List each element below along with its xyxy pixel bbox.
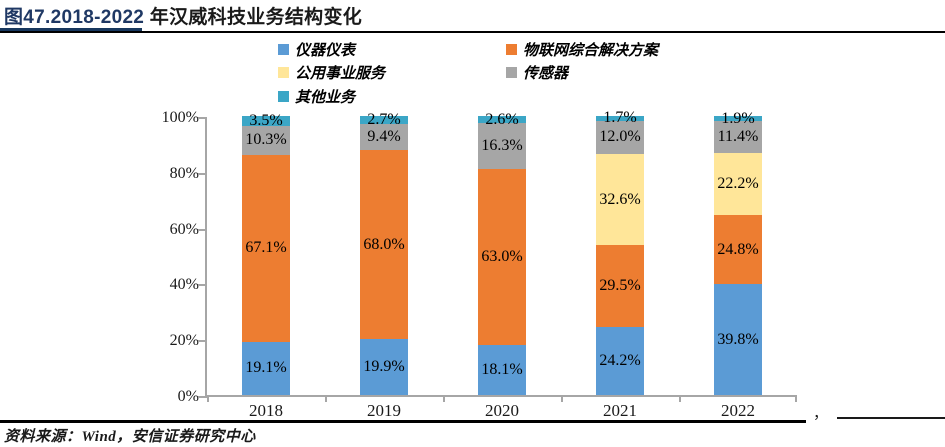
legend-label: 其他业务 <box>295 90 356 106</box>
bar-value-label: 68.0% <box>363 235 405 253</box>
y-axis-tick-label: 40% <box>169 276 199 294</box>
legend-item-iot-solutions: 物联网综合解决方案 <box>506 39 658 60</box>
bar-segment <box>714 214 762 285</box>
x-axis-category-label: 2019 <box>367 401 401 420</box>
y-axis-tick-label: 20% <box>169 332 199 350</box>
bar-value-label: 24.2% <box>599 352 641 370</box>
x-axis-tick <box>443 395 445 402</box>
bar-value-label: 16.3% <box>481 137 523 154</box>
bar-value-label: 2.7% <box>367 110 401 128</box>
y-axis-tick <box>198 117 207 119</box>
bar-segment <box>596 116 644 121</box>
bar-segment <box>596 120 644 155</box>
x-axis-category-label: 2022 <box>721 401 755 420</box>
bar-segment <box>478 123 526 169</box>
bar-value-label: 19.9% <box>363 358 405 376</box>
bar-segment <box>714 153 762 215</box>
legend-label: 传感器 <box>523 66 569 82</box>
bar-value-label: 19.1% <box>245 359 287 377</box>
y-axis-tick-label: 60% <box>169 220 199 238</box>
legend-swatch-icon <box>506 67 517 78</box>
bar-value-label: 2.6% <box>485 110 519 128</box>
bar-value-label: 1.9% <box>721 109 755 127</box>
bar-segment <box>360 123 408 150</box>
bar-segment <box>714 284 762 395</box>
y-axis-tick <box>198 284 207 287</box>
footer-secondary-rule <box>837 417 945 419</box>
figure-number: 图47.2018-2022 <box>4 7 145 28</box>
bar-value-label: 24.8% <box>717 240 759 258</box>
x-axis-category-label: 2018 <box>249 401 283 420</box>
bar-segment <box>596 245 644 328</box>
legend-swatch-icon <box>278 44 289 55</box>
bar-value-label: 67.1% <box>245 239 287 257</box>
legend-swatch-icon <box>278 67 289 78</box>
title-rule <box>0 31 945 33</box>
bar-value-label: 3.5% <box>249 111 283 129</box>
bar-value-label: 32.6% <box>599 190 641 208</box>
x-axis-category-label: 2020 <box>485 401 519 420</box>
bar-value-label: 9.4% <box>367 127 401 145</box>
y-axis-tick <box>198 228 207 231</box>
title-underline <box>0 28 142 31</box>
bar-segment <box>360 149 408 340</box>
figure-title: 图47.2018-2022 年汉威科技业务结构变化 <box>4 2 362 29</box>
legend-label: 物联网综合解决方案 <box>523 43 659 59</box>
bar-segment <box>242 116 290 126</box>
bar-value-label: 18.1% <box>481 360 523 378</box>
x-axis-category-label: 2021 <box>603 401 637 420</box>
bar-segment <box>242 341 290 395</box>
stacked-bar-chart: 0% 20% 40% 60% 80% 100% 2018 2019 2020 2… <box>162 109 797 420</box>
y-axis-tick-label: 100% <box>161 109 199 126</box>
bar-segment <box>242 125 290 155</box>
bar-value-label: 10.3% <box>245 131 287 149</box>
data-source-note: 资料来源：Wind，安信证券研究中心 <box>4 429 256 445</box>
figure-title-text: 年汉威科技业务结构变化 <box>144 7 363 28</box>
legend-item-other-business: 其他业务 <box>278 86 355 107</box>
footer-separator: ， <box>813 405 829 422</box>
bar-value-label: 11.4% <box>717 128 759 146</box>
footer-rule <box>0 420 806 423</box>
bar-value-label: 29.5% <box>599 277 641 295</box>
y-axis-tick <box>198 340 207 343</box>
y-axis-tick-label: 80% <box>169 164 199 182</box>
bar-value-label: 39.8% <box>717 330 759 348</box>
x-axis-tick <box>679 395 681 402</box>
bar-value-label: 12.0% <box>599 128 641 146</box>
legend-label: 公用事业服务 <box>295 66 386 82</box>
bar-segment <box>478 344 526 395</box>
bar-segment <box>478 116 526 124</box>
x-axis-tick <box>325 395 327 402</box>
legend-swatch-icon <box>506 44 517 55</box>
legend-item-utility-services: 公用事业服务 <box>278 62 385 83</box>
bar-value-label: 1.7% <box>603 109 637 127</box>
bar-value-label: 22.2% <box>717 175 759 193</box>
y-axis-tick <box>198 172 207 175</box>
x-axis-tick <box>795 395 797 402</box>
bar-segment <box>242 154 290 342</box>
legend-item-instruments: 仪器仪表 <box>278 39 355 60</box>
bar-segment <box>596 154 644 246</box>
x-axis-tick <box>207 395 209 402</box>
bar-value-label: 63.0% <box>481 247 523 265</box>
bar-segment <box>714 121 762 154</box>
bar-segment <box>478 168 526 345</box>
bar-segment <box>596 327 644 395</box>
bar-segment <box>360 339 408 395</box>
bar-segment <box>360 116 408 124</box>
legend-swatch-icon <box>278 91 289 102</box>
x-axis-tick <box>561 395 563 402</box>
y-axis-tick <box>198 396 207 398</box>
legend-item-sensors: 传感器 <box>506 62 568 83</box>
bar-segment <box>714 116 762 122</box>
y-axis-tick-label: 0% <box>177 388 199 405</box>
legend-label: 仪器仪表 <box>295 43 356 59</box>
